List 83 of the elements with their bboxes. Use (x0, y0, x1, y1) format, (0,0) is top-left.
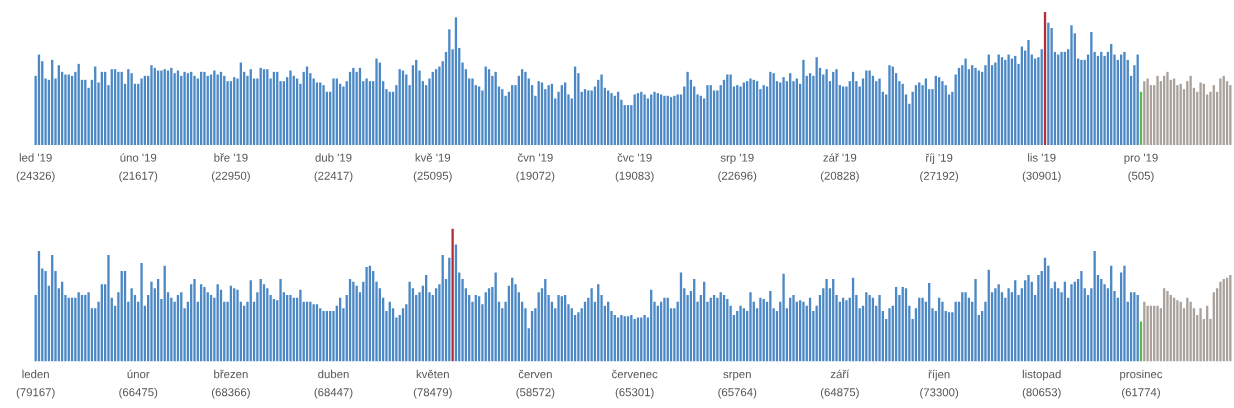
bar (1189, 301, 1192, 362)
x-tick-label: čvc '19 (19083) (615, 153, 654, 182)
bar (577, 312, 580, 362)
bar (1070, 25, 1073, 145)
bar (749, 292, 752, 362)
bar (183, 71, 186, 145)
x-tick-label: bře '19 (22950) (211, 153, 250, 182)
bar (825, 279, 828, 362)
bar (107, 255, 110, 362)
x-tick-label: listopad (80653) (1022, 369, 1061, 399)
bar (130, 73, 133, 145)
bar (1146, 305, 1149, 362)
x-tick-label: leden (79167) (16, 369, 55, 399)
bar (130, 288, 133, 362)
x-tick-label: led '19 (24326) (16, 153, 55, 182)
x-tick-label: říjen (73300) (920, 369, 959, 399)
x-tick-label: srp '19 (22696) (718, 153, 757, 182)
bar (974, 279, 977, 362)
x-tick-label: červen (58572) (516, 369, 555, 399)
bar (1037, 275, 1040, 362)
bar (352, 67, 355, 145)
bar (150, 281, 153, 362)
x-tick-label: říj '19 (27192) (920, 153, 959, 183)
bar (590, 288, 593, 362)
x-tick-label: lis '19 (30901) (1022, 153, 1061, 182)
bar (365, 267, 368, 362)
bar (630, 314, 633, 362)
x-tick-label: zář '19 (20828) (820, 153, 859, 182)
x-tick-label: čvn '19 (19072) (516, 153, 555, 182)
bar (203, 71, 206, 145)
bar (1166, 71, 1169, 145)
bar (941, 301, 944, 362)
bar (1103, 55, 1106, 145)
x-tick-label: květen (78479) (413, 369, 452, 399)
bar (994, 288, 997, 362)
x-tick-label: duben (68447) (314, 369, 353, 399)
bar (213, 70, 216, 145)
bar (1007, 288, 1010, 362)
bar (352, 281, 355, 362)
bar (802, 59, 805, 145)
bar (878, 295, 881, 362)
x-tick-label: dub '19 (22417) (314, 153, 353, 182)
bar (633, 318, 636, 362)
bar (1027, 275, 1030, 362)
bar (686, 71, 689, 145)
bar (193, 279, 196, 362)
bar (1199, 82, 1202, 145)
bar (203, 287, 206, 362)
bar (964, 58, 967, 145)
bar (782, 77, 785, 145)
bar (1090, 31, 1093, 145)
x-tick-label: prosinec (61774) (1120, 369, 1163, 399)
bar (140, 263, 143, 362)
bar (547, 85, 550, 145)
bar (600, 74, 603, 145)
bar (1229, 85, 1232, 145)
bar (802, 301, 805, 362)
bar (1189, 75, 1192, 145)
bar (1050, 27, 1053, 145)
x-tick-label: pro '19 (505) (1124, 153, 1158, 182)
bar (1080, 271, 1083, 362)
x-tick-label: kvě '19 (25095) (413, 153, 452, 182)
bar (375, 58, 378, 145)
bar (279, 279, 282, 362)
x-tick-label: úno '19 (21617) (119, 153, 158, 182)
bar (1156, 75, 1159, 145)
bar (299, 289, 302, 362)
bar (782, 273, 785, 362)
bar (941, 81, 944, 145)
bar (633, 94, 636, 145)
x-tick-label: březen (68366) (211, 369, 250, 399)
bar (1199, 308, 1202, 362)
x-tick-label: srpen (65764) (718, 371, 757, 399)
x-tick-label: září (64875) (820, 369, 859, 399)
bar (825, 69, 828, 145)
bar (1007, 54, 1010, 145)
bar (451, 228, 454, 362)
bar (1123, 265, 1126, 362)
bar (289, 70, 292, 145)
bar (1027, 39, 1030, 145)
x-tick-label: červenec (65301) (612, 369, 658, 399)
bar (408, 281, 411, 362)
x-tick-label: únor (66475) (119, 369, 158, 399)
